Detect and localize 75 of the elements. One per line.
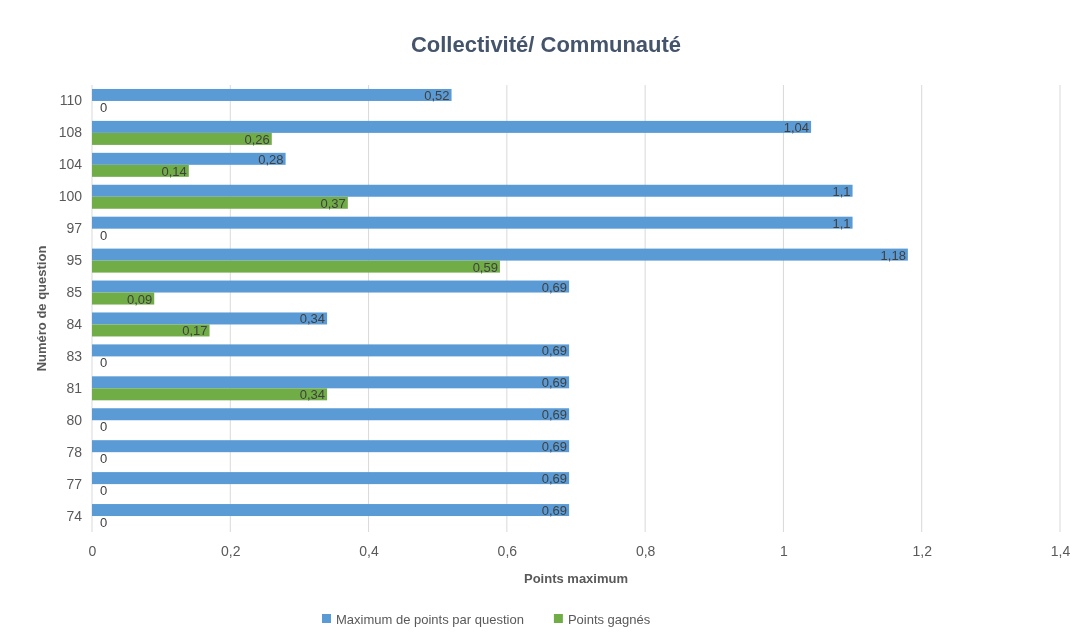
y-tick-label: 95 — [66, 252, 83, 269]
data-label: 0,34 — [299, 311, 326, 327]
x-tick-label: 0,2 — [221, 542, 241, 559]
bar — [92, 132, 272, 145]
y-tick-label: 97 — [66, 220, 83, 237]
y-tick-label: 108 — [58, 124, 83, 141]
y-tick-label: 74 — [66, 507, 83, 524]
bar — [92, 472, 570, 485]
data-label: 0,52 — [424, 87, 450, 103]
data-label: 0 — [100, 99, 108, 115]
data-label: 0,69 — [541, 503, 568, 519]
data-label: 1,04 — [783, 119, 810, 135]
bar — [92, 248, 908, 261]
x-tick-label: 0,6 — [497, 542, 518, 559]
bar — [92, 376, 570, 389]
x-tick-label: 1 — [780, 542, 789, 559]
bar — [92, 184, 853, 197]
data-label: 1,18 — [880, 247, 906, 263]
x-tick-label: 0,8 — [635, 542, 656, 559]
legend-label: Points gagnés — [567, 612, 651, 627]
x-tick-label: 1,2 — [912, 542, 933, 559]
data-label: 0 — [100, 355, 108, 371]
y-tick-label: 81 — [66, 379, 83, 396]
bar — [92, 120, 812, 133]
x-tick-label: 0 — [88, 542, 97, 559]
x-tick-label: 1,4 — [1050, 542, 1071, 559]
bar — [92, 504, 570, 517]
data-label: 0 — [100, 227, 108, 243]
bar — [92, 88, 452, 101]
data-label: 0,28 — [258, 151, 284, 167]
bar — [92, 440, 570, 453]
bar — [92, 216, 853, 229]
bar — [92, 260, 500, 273]
bar — [92, 388, 328, 401]
y-axis-title: Numéro de question — [34, 245, 49, 372]
data-label: 0,69 — [541, 407, 568, 423]
data-label: 0 — [100, 515, 108, 531]
bar — [92, 312, 328, 325]
data-label: 0,69 — [541, 471, 568, 487]
y-tick-label: 85 — [66, 284, 83, 301]
y-tick-label: 104 — [58, 156, 83, 173]
bar — [92, 324, 210, 337]
data-label: 1,1 — [832, 215, 851, 231]
y-tick-label: 78 — [66, 443, 83, 460]
data-label: 0 — [100, 419, 108, 435]
x-axis-title: Points maximum — [523, 571, 629, 586]
data-label: 1,1 — [832, 183, 851, 199]
y-tick-label: 80 — [66, 411, 83, 428]
data-label: 0,14 — [161, 163, 187, 179]
data-label: 0,69 — [541, 279, 568, 295]
x-tick-label: 0,4 — [359, 542, 380, 559]
bar — [92, 344, 570, 357]
bar — [92, 408, 570, 421]
data-label: 0,26 — [244, 131, 270, 147]
bar — [92, 280, 570, 293]
data-label: 0 — [100, 451, 108, 467]
data-label: 0 — [100, 483, 108, 499]
y-tick-label: 83 — [66, 347, 83, 364]
data-label: 0,09 — [126, 291, 153, 307]
y-tick-label: 77 — [66, 475, 83, 492]
chart-title: Collectivité/ Communauté — [410, 32, 682, 57]
y-tick-label: 110 — [59, 92, 83, 109]
data-label: 0,69 — [541, 375, 568, 391]
data-label: 0,69 — [541, 439, 568, 455]
data-label: 0,17 — [182, 323, 208, 339]
data-label: 0,37 — [320, 195, 346, 211]
bar — [92, 152, 286, 165]
data-label: 0,59 — [472, 259, 498, 275]
y-tick-label: 84 — [66, 315, 83, 332]
data-label: 0,69 — [541, 343, 568, 359]
bar — [92, 196, 348, 209]
data-label: 0,34 — [299, 387, 326, 403]
y-tick-label: 100 — [58, 188, 83, 205]
legend-label: Maximum de points par question — [336, 612, 524, 627]
bar — [92, 164, 189, 177]
